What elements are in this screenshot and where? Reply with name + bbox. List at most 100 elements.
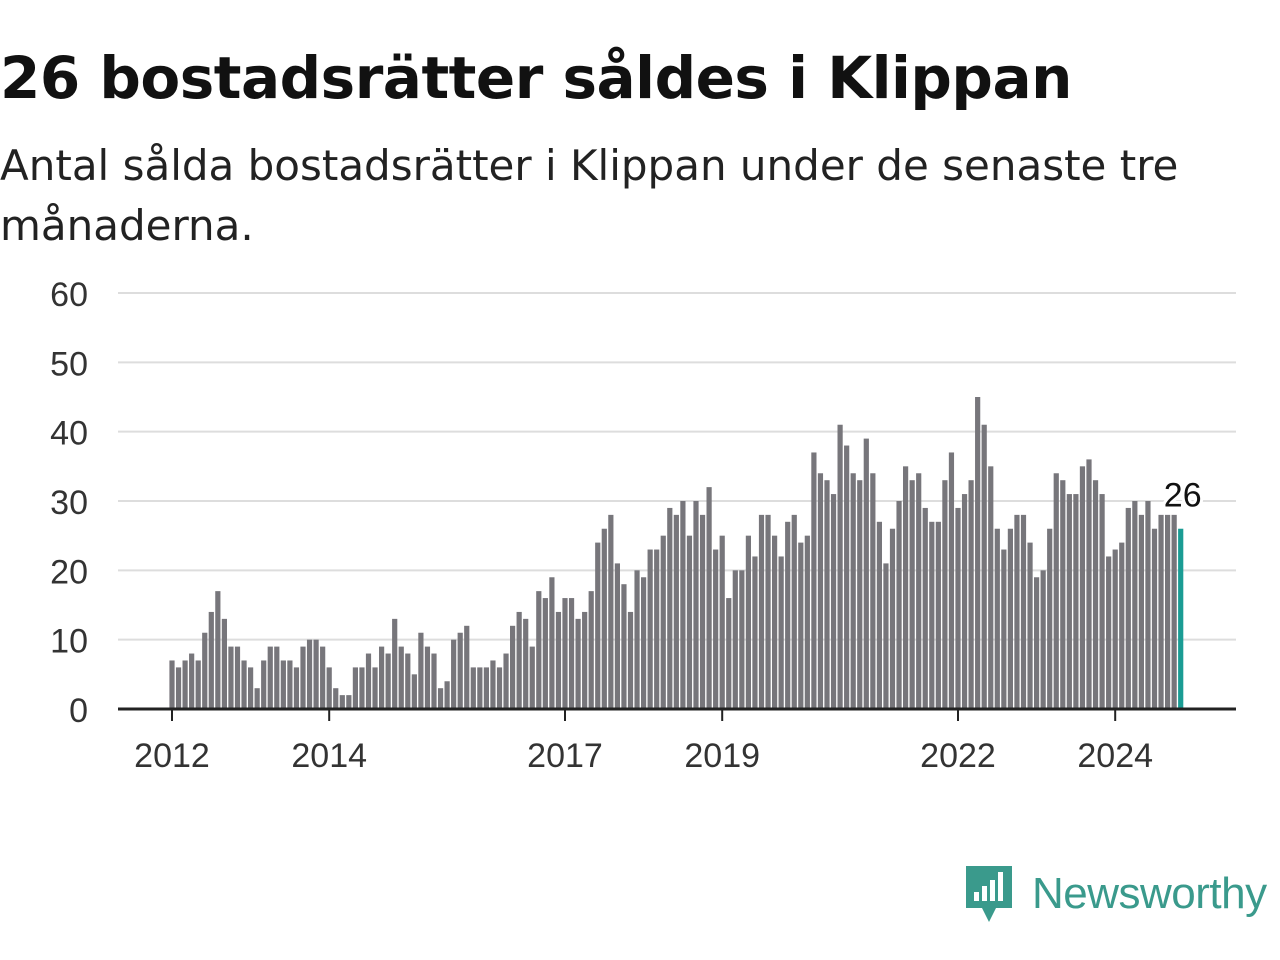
bar (758, 514, 765, 709)
bar (719, 535, 725, 709)
bar (202, 632, 208, 709)
bar (1079, 466, 1086, 709)
bar (385, 653, 391, 709)
y-axis-tick-labels: 0 10 20 30 40 50 60 (50, 276, 88, 730)
bar (942, 480, 948, 709)
bar (575, 618, 581, 709)
bar (1112, 549, 1118, 709)
bar (215, 591, 221, 709)
bar (306, 639, 313, 709)
bar (483, 667, 489, 709)
bar (1099, 494, 1105, 709)
y-tick-label: 30 (50, 484, 88, 522)
bar (444, 681, 450, 709)
bar (614, 563, 620, 709)
bar (562, 598, 568, 709)
bar (555, 611, 562, 709)
bar (1132, 501, 1138, 709)
bar (189, 653, 195, 709)
x-tick-label: 2014 (291, 737, 367, 775)
bar (1001, 549, 1007, 709)
bar (248, 667, 254, 709)
bar (778, 556, 784, 709)
bar (267, 646, 273, 709)
bar (333, 688, 339, 709)
bar (798, 542, 804, 709)
bar (870, 473, 876, 709)
x-tick-label: 2019 (684, 737, 760, 775)
bar (437, 688, 444, 709)
bar (1040, 570, 1046, 709)
bar (1171, 514, 1177, 709)
bar (300, 646, 306, 709)
bar (1125, 507, 1131, 709)
bar (595, 542, 601, 709)
bar (261, 660, 267, 709)
bar (903, 466, 909, 709)
bar (1119, 542, 1125, 709)
bar (1086, 459, 1092, 709)
bar (699, 514, 706, 709)
bar (1165, 514, 1171, 709)
bar (169, 660, 175, 709)
bar (1066, 494, 1072, 709)
bar (516, 611, 522, 709)
bar (280, 660, 286, 709)
bar (372, 667, 378, 709)
bar (451, 639, 457, 709)
bar (542, 598, 548, 709)
bar (713, 549, 719, 709)
bar (1178, 528, 1184, 709)
bar (287, 660, 293, 709)
bar (1014, 514, 1020, 709)
bar (896, 501, 902, 709)
bar (981, 424, 987, 709)
bar (195, 660, 201, 709)
bar (352, 667, 358, 709)
bar (529, 646, 535, 709)
bar (313, 639, 319, 709)
bar (837, 424, 843, 709)
bar (1106, 556, 1112, 709)
y-tick-label: 20 (50, 553, 88, 591)
bar (398, 646, 404, 709)
bar (765, 514, 771, 709)
page-subtitle: Antal sålda bostadsrätter i Klippan unde… (0, 141, 1179, 250)
newsworthy-logo: Newsworthy (964, 862, 1267, 926)
bar (752, 556, 758, 709)
bar (922, 507, 928, 709)
bar (523, 618, 529, 709)
bar (830, 494, 837, 709)
bar (588, 591, 594, 709)
bar (1158, 514, 1164, 709)
bar (975, 397, 981, 709)
bar (680, 501, 686, 709)
bar (961, 494, 968, 709)
bar (693, 501, 699, 709)
bar (627, 611, 634, 709)
bar (424, 646, 431, 709)
bar (411, 674, 417, 709)
bar (641, 577, 647, 709)
x-tick-label: 2017 (527, 737, 603, 775)
y-tick-label: 60 (50, 276, 88, 314)
bar (804, 535, 810, 709)
bar (948, 452, 955, 709)
bar (1060, 480, 1066, 709)
bar (850, 473, 856, 709)
bar (1138, 514, 1144, 709)
bar (739, 570, 745, 709)
bar (706, 487, 712, 709)
bar (660, 535, 666, 709)
bar (510, 625, 516, 709)
bar (503, 653, 509, 709)
bar (647, 549, 653, 709)
bar (857, 480, 863, 709)
bar (791, 514, 797, 709)
bar (228, 646, 234, 709)
bar (496, 667, 503, 709)
bar (208, 611, 214, 709)
bar (1007, 528, 1013, 709)
bar (175, 667, 182, 709)
bar (994, 528, 1000, 709)
